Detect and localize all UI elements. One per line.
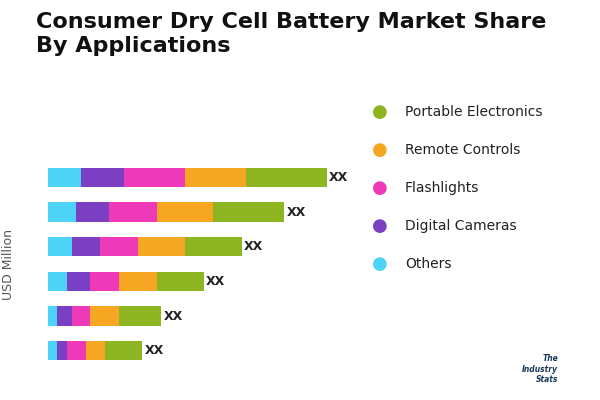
- Text: ●: ●: [372, 217, 388, 235]
- Bar: [185, 168, 247, 187]
- Bar: [48, 237, 71, 256]
- Bar: [48, 168, 81, 187]
- Bar: [67, 272, 91, 291]
- Bar: [109, 202, 157, 222]
- Bar: [76, 202, 109, 222]
- Bar: [48, 272, 67, 291]
- Bar: [48, 202, 76, 222]
- Text: Others: Others: [405, 257, 452, 271]
- Bar: [71, 237, 100, 256]
- Text: The
Industry
Stats: The Industry Stats: [522, 354, 558, 384]
- Bar: [100, 237, 138, 256]
- Bar: [81, 168, 124, 187]
- Bar: [247, 168, 326, 187]
- Bar: [213, 202, 284, 222]
- Bar: [48, 306, 58, 326]
- Text: ●: ●: [372, 103, 388, 121]
- Text: XX: XX: [145, 344, 164, 357]
- Bar: [157, 202, 213, 222]
- Bar: [119, 272, 157, 291]
- Text: Flashlights: Flashlights: [405, 181, 479, 195]
- Bar: [67, 341, 86, 360]
- Bar: [185, 237, 242, 256]
- Text: ●: ●: [372, 255, 388, 273]
- Text: USD Million: USD Million: [2, 228, 16, 300]
- Text: Portable Electronics: Portable Electronics: [405, 105, 542, 119]
- Text: ●: ●: [372, 179, 388, 197]
- Text: Consumer Dry Cell Battery Market Share
By Applications: Consumer Dry Cell Battery Market Share B…: [36, 12, 547, 56]
- Text: XX: XX: [286, 206, 305, 218]
- Bar: [58, 306, 71, 326]
- Bar: [91, 306, 119, 326]
- Text: XX: XX: [329, 171, 348, 184]
- Bar: [91, 272, 119, 291]
- Bar: [157, 272, 204, 291]
- Bar: [124, 168, 185, 187]
- Text: XX: XX: [244, 240, 263, 253]
- Text: XX: XX: [206, 275, 226, 288]
- Text: Remote Controls: Remote Controls: [405, 143, 520, 157]
- Text: Digital Cameras: Digital Cameras: [405, 219, 517, 233]
- Bar: [48, 341, 58, 360]
- Text: ●: ●: [372, 141, 388, 159]
- Text: XX: XX: [164, 310, 183, 322]
- Bar: [71, 306, 91, 326]
- Bar: [58, 341, 67, 360]
- Bar: [104, 341, 142, 360]
- Bar: [138, 237, 185, 256]
- Bar: [86, 341, 104, 360]
- Bar: [119, 306, 161, 326]
